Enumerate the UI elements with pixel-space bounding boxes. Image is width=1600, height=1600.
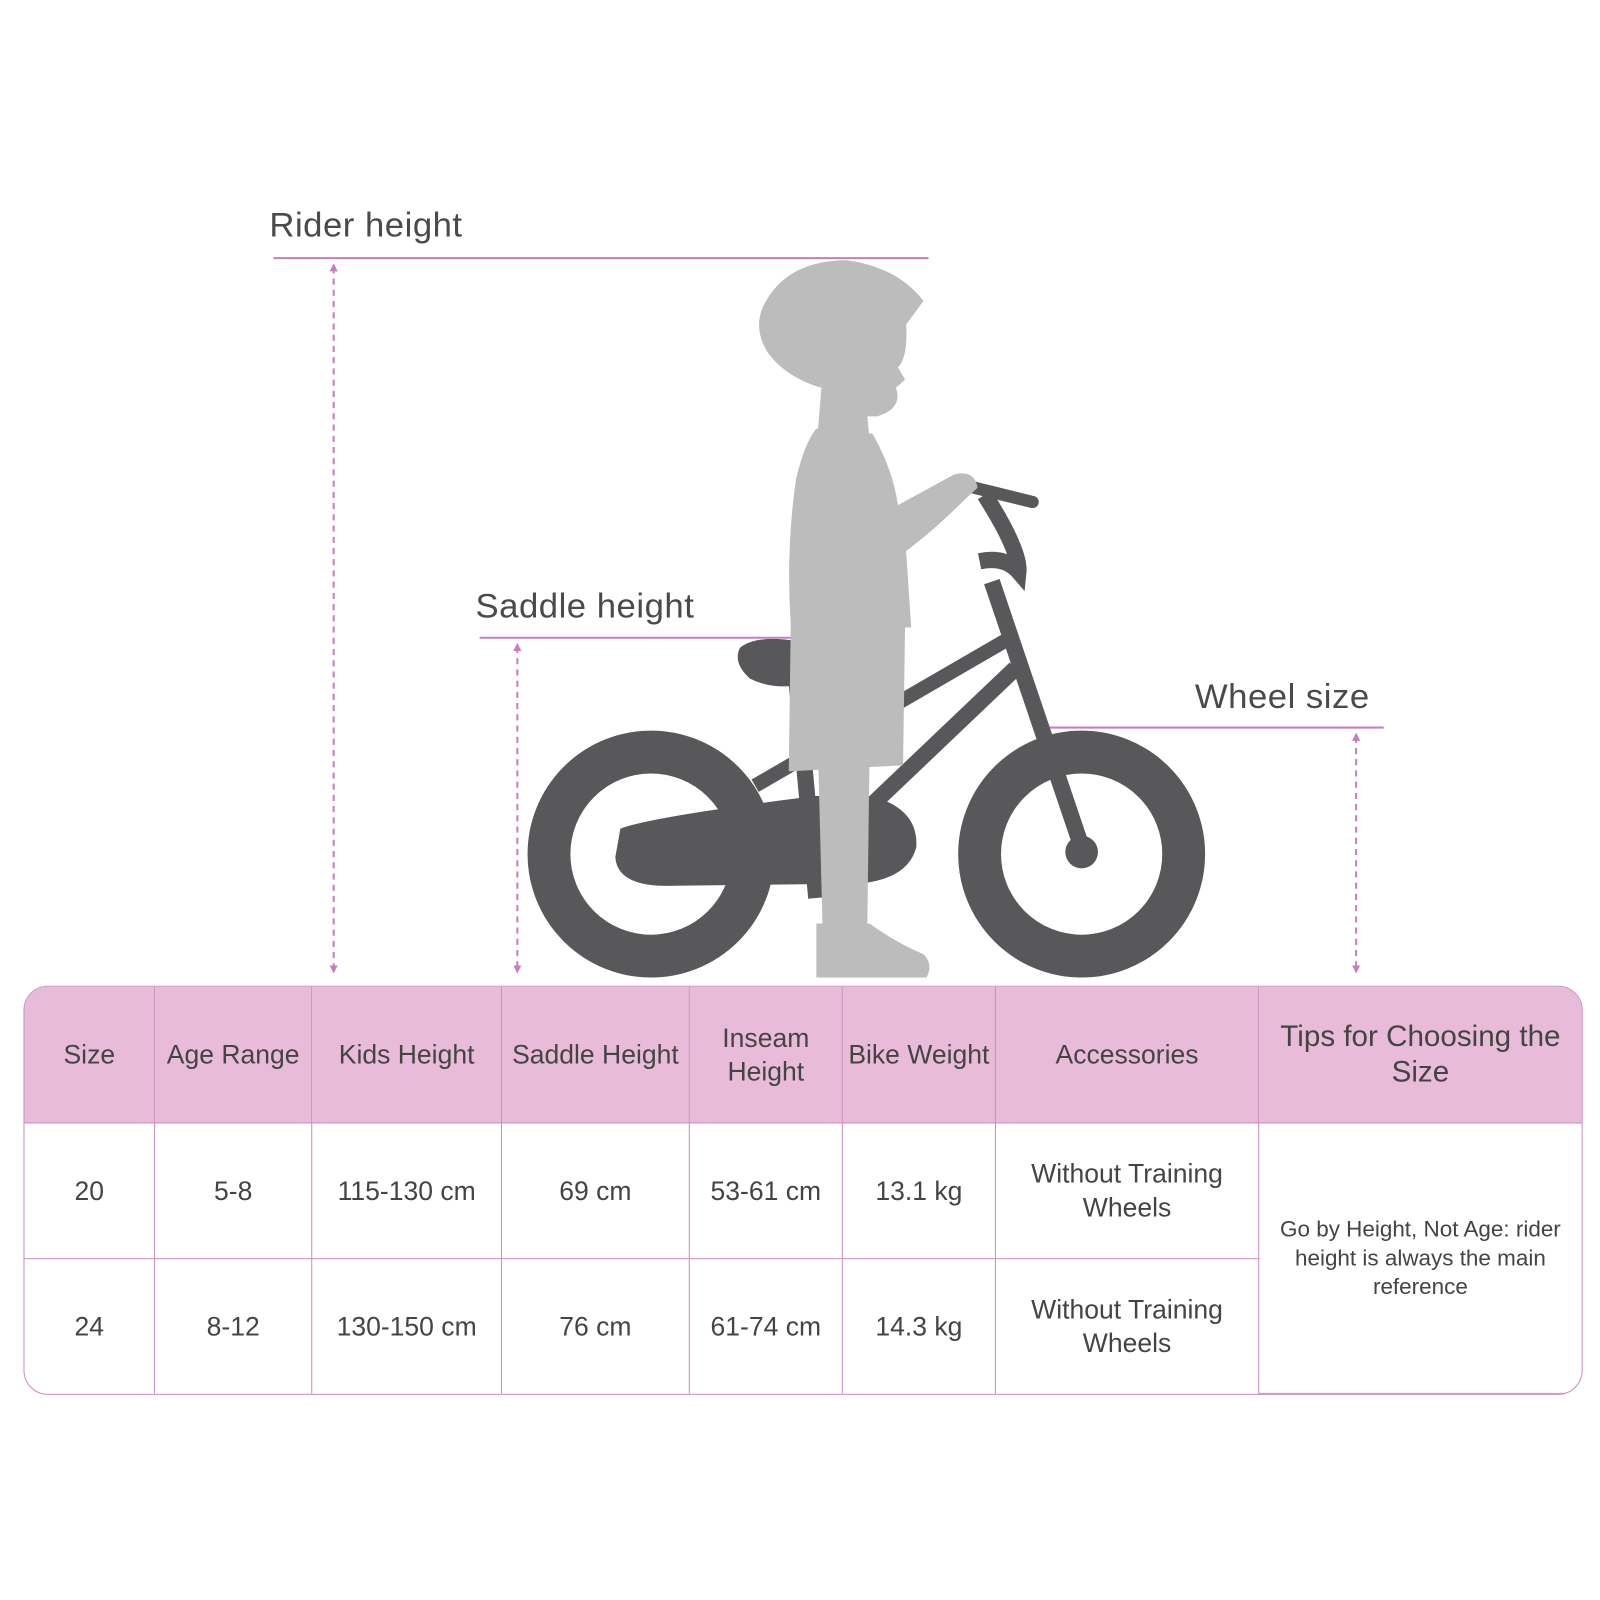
- cell-accessories: Without Training Wheels: [996, 1259, 1260, 1394]
- cell-inseam-height: 61-74 cm: [690, 1259, 843, 1394]
- child-silhouette: [759, 260, 978, 978]
- cell-kids-height: 115-130 cm: [312, 1123, 503, 1260]
- header-inseam-height: Inseam Height: [689, 986, 843, 1124]
- cell-inseam-height: 53-61 cm: [689, 1123, 843, 1260]
- cell-size: 20: [24, 1123, 156, 1260]
- wheel-size-dimension: [1042, 726, 1384, 974]
- cell-bike-weight: 14.3 kg: [843, 1259, 996, 1394]
- header-size: Size: [24, 986, 156, 1124]
- header-saddle-height: Saddle Height: [502, 986, 690, 1124]
- cell-tips: Go by Height, Not Age: rider height is a…: [1259, 1123, 1582, 1394]
- cell-saddle-height: 76 cm: [502, 1259, 690, 1394]
- rider-height-label: Rider height: [269, 206, 463, 245]
- rider-height-dimension: [273, 257, 929, 974]
- header-kids-height: Kids Height: [312, 986, 503, 1124]
- cell-saddle-height: 69 cm: [502, 1123, 690, 1260]
- cell-accessories: Without Training Wheels: [995, 1123, 1260, 1260]
- table-row: 20 5-8 115-130 cm 69 cm 53-61 cm 13.1 kg…: [24, 1123, 1582, 1394]
- cell-age-range: 5-8: [155, 1123, 313, 1260]
- saddle-height-dimension: [479, 636, 791, 974]
- wheel-size-label: Wheel size: [1194, 677, 1370, 717]
- header-age-range: Age Range: [155, 986, 313, 1124]
- front-wheel: [958, 730, 1206, 978]
- cell-age-range: 8-12: [155, 1259, 313, 1394]
- table-row: 24 8-12 130-150 cm 76 cm 61-74 cm 14.3 k…: [24, 1259, 1581, 1394]
- size-table: Size Age Range Kids Height Saddle Height…: [23, 985, 1583, 1395]
- header-tips: Tips for Choosing the Size: [1259, 986, 1582, 1124]
- chain-guard: [615, 795, 917, 886]
- saddle: [737, 638, 796, 687]
- cell-size: 24: [24, 1259, 156, 1394]
- header-bike-weight: Bike Weight: [842, 986, 996, 1124]
- saddle-height-label: Saddle height: [475, 586, 695, 626]
- cell-kids-height: 130-150 cm: [312, 1259, 503, 1394]
- cell-bike-weight: 13.1 kg: [842, 1123, 996, 1260]
- header-accessories: Accessories: [995, 986, 1260, 1124]
- table-header-row: Size Age Range Kids Height Saddle Height…: [24, 986, 1582, 1124]
